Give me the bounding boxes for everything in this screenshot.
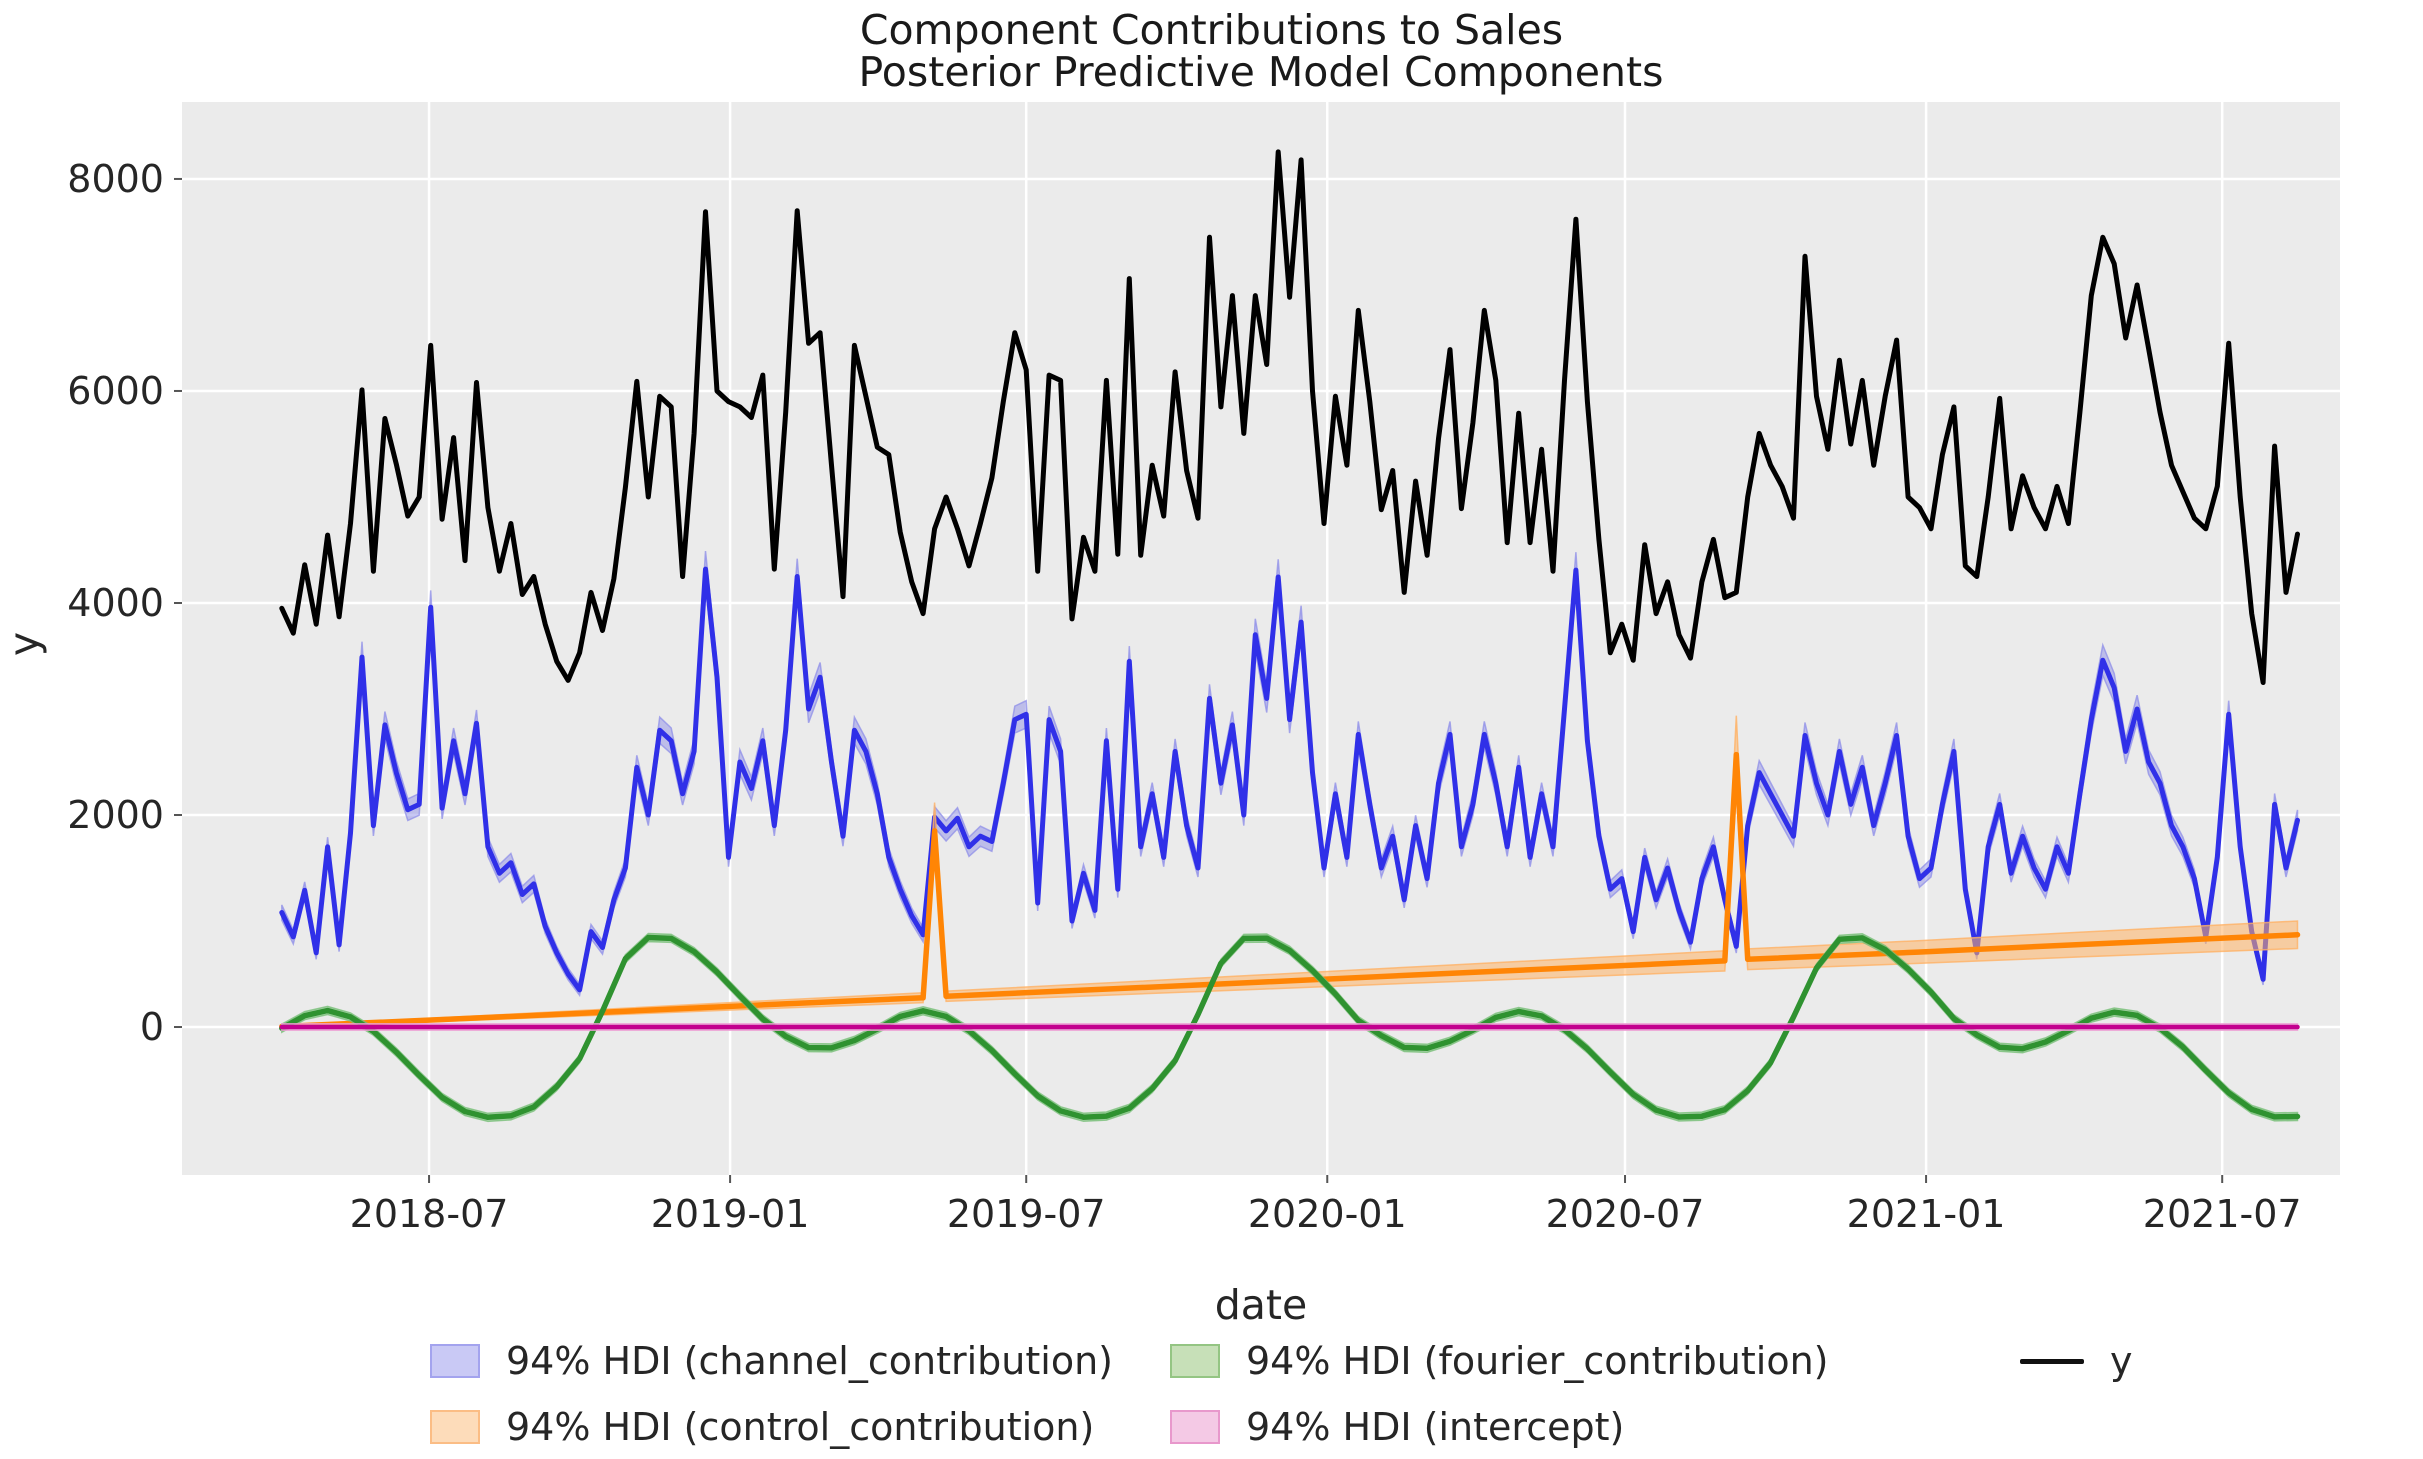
- y-tick-label: 0: [140, 1005, 164, 1049]
- legend-item-intercept: 94% HDI (intercept): [1170, 1396, 2020, 1458]
- x-tick-label: 2018-07: [350, 1192, 509, 1236]
- legend-item-control-contribution: 94% HDI (control_contribution): [430, 1396, 1170, 1458]
- series-line: [279, 566, 2300, 993]
- x-tick-label: 2021-01: [1847, 1192, 2006, 1236]
- y-tick-label: 4000: [67, 581, 164, 625]
- chart-subtitle: Posterior Predictive Model Components: [858, 48, 1664, 96]
- x-tick-label: 2020-01: [1248, 1192, 1407, 1236]
- y-tick-label: 8000: [67, 157, 164, 201]
- legend-label: 94% HDI (intercept): [1246, 1405, 1625, 1449]
- hdi-band: [281, 932, 2299, 1123]
- intercept-hdi-swatch: [1170, 1410, 1220, 1444]
- page-title: Component Contributions to Sales: [859, 6, 1564, 54]
- fourier-hdi-swatch: [1170, 1344, 1220, 1378]
- legend-label: y: [2110, 1339, 2133, 1383]
- plot-background: [182, 102, 2340, 1175]
- channel-hdi-swatch: [430, 1344, 480, 1378]
- x-tick-label: 2019-01: [651, 1192, 810, 1236]
- x-tick-label: 2021-07: [2143, 1192, 2302, 1236]
- y-line-swatch: [2020, 1358, 2084, 1364]
- y-tick-label: 2000: [67, 793, 164, 837]
- y-axis-label: y: [0, 631, 48, 657]
- x-axis-label: date: [1214, 1281, 1308, 1329]
- legend-label: 94% HDI (channel_contribution): [506, 1339, 1113, 1383]
- control-hdi-swatch: [430, 1410, 480, 1444]
- legend-label: 94% HDI (fourier_contribution): [1246, 1339, 1829, 1383]
- legend-item-fourier-contribution: 94% HDI (fourier_contribution): [1170, 1330, 2020, 1392]
- x-tick-label: 2020-07: [1546, 1192, 1705, 1236]
- legend-item-y: y: [2020, 1330, 2133, 1392]
- x-tick-label: 2019-07: [947, 1192, 1106, 1236]
- y-tick-label: 6000: [67, 369, 164, 413]
- series-line: [279, 149, 2300, 685]
- legend-item-channel-contribution: 94% HDI (channel_contribution): [430, 1330, 1170, 1392]
- legend-label: 94% HDI (control_contribution): [506, 1405, 1095, 1449]
- legend: 94% HDI (channel_contribution) 94% HDI (…: [430, 1330, 2133, 1458]
